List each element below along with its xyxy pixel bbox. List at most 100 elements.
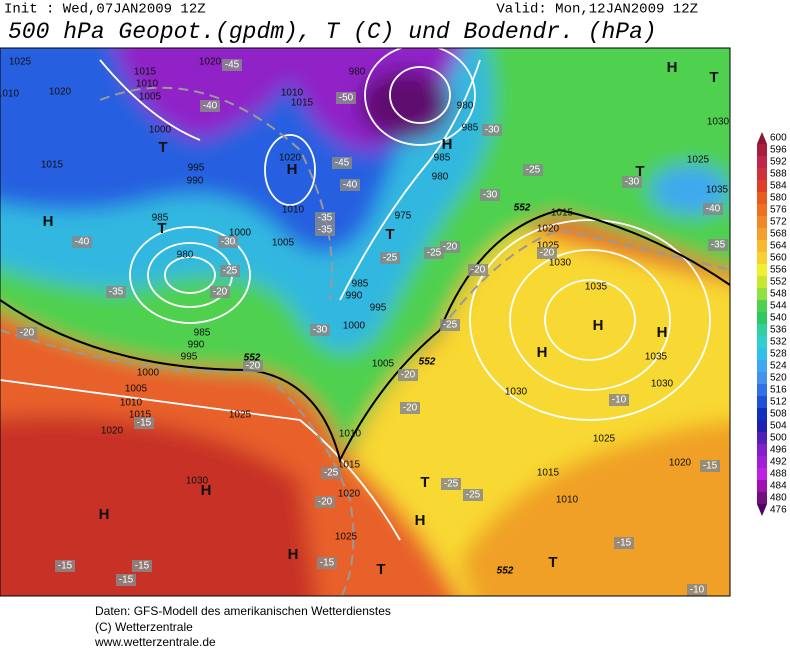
temperature-label: -15 — [135, 561, 150, 572]
temperature-label-box — [317, 557, 337, 569]
isobar-label: 1020 — [669, 458, 692, 469]
temperature-label-box — [315, 224, 335, 236]
isobar-label: 1020 — [101, 426, 124, 437]
isobar-label: 1025 — [9, 57, 32, 68]
isobar-label: 980 — [457, 101, 474, 112]
geopotential-field — [0, 48, 730, 596]
contour-label: 552 — [244, 353, 261, 364]
temperature-label-box — [424, 247, 444, 259]
colorbar-swatch — [757, 468, 767, 480]
colorbar-swatch — [757, 396, 767, 408]
temperature-label-box — [400, 402, 420, 414]
colorbar-swatch — [757, 264, 767, 276]
isobar-label: 990 — [346, 291, 363, 302]
isobar-label: 995 — [181, 352, 198, 363]
temperature-label: -40 — [706, 204, 721, 215]
temperature-label: -25 — [444, 479, 459, 490]
isobar-label: 1025 — [537, 241, 560, 252]
colorbar-swatch — [757, 276, 767, 288]
colorbar-label: 524 — [770, 361, 787, 372]
colorbar-swatch — [757, 336, 767, 348]
colorbar-label: 596 — [770, 145, 787, 156]
pressure-center: H — [537, 344, 548, 361]
temperature-label: -25 — [383, 253, 398, 264]
pressure-center: T — [385, 226, 394, 243]
pressure-center: H — [657, 324, 668, 341]
temperature-label: -35 — [318, 213, 333, 224]
map-frame — [0, 47, 731, 597]
colorbar-label: 580 — [770, 193, 787, 204]
colorbar-label: 560 — [770, 253, 787, 264]
temperature-label: -50 — [339, 93, 354, 104]
colorbar-swatch — [757, 240, 767, 252]
isobar-label: 1020 — [49, 87, 72, 98]
pressure-center: T — [157, 220, 166, 237]
isobar-label: 995 — [370, 303, 387, 314]
pressure-center: T — [709, 69, 718, 86]
footer-line: www.wetterzentrale.de — [94, 635, 216, 648]
colorbar-swatch — [757, 228, 767, 240]
isobar-label: 985 — [462, 123, 479, 134]
isobar-label: 1030 — [505, 387, 528, 398]
temperature-label: -35 — [318, 225, 333, 236]
isobar-label: 980 — [349, 67, 366, 78]
temperature-label: -20 — [213, 287, 228, 298]
temperature-label-box — [380, 252, 400, 264]
colorbar-label: 592 — [770, 157, 787, 168]
colorbar-swatch — [757, 192, 767, 204]
isobar-label: 995 — [188, 163, 205, 174]
colorbar-swatch — [757, 384, 767, 396]
temperature-label: -35 — [711, 240, 726, 251]
pressure-center: H — [201, 482, 212, 499]
temperature-label-box — [210, 286, 230, 298]
temperature-label: -30 — [625, 177, 640, 188]
colorbar-label: 500 — [770, 433, 787, 444]
init-time: Init : Wed,07JAN2009 12Z — [4, 2, 206, 18]
colorbar-label: 528 — [770, 349, 787, 360]
contour-label: 552 — [497, 566, 514, 577]
temperature-label: -30 — [483, 190, 498, 201]
colorbar-label: 568 — [770, 229, 787, 240]
isobar-label: 1020 — [537, 224, 560, 235]
colorbar-label: 576 — [770, 205, 787, 216]
temperature-label-box — [336, 92, 356, 104]
temperature-label-box — [482, 124, 502, 136]
isobar-label: 980 — [432, 172, 449, 183]
colorbar-label: 496 — [770, 445, 787, 456]
temperature-label-box — [315, 496, 335, 508]
colorbar-label: 504 — [770, 421, 787, 432]
colorbar-swatch — [757, 300, 767, 312]
temperature-label: -30 — [313, 325, 328, 336]
isobar-label: 1015 — [291, 98, 314, 109]
pressure-center: H — [415, 512, 426, 529]
isobar-label: 980 — [177, 250, 194, 261]
temperature-label-box — [700, 460, 720, 472]
colorbar-label: 508 — [770, 409, 787, 420]
pressure-center: H — [99, 506, 110, 523]
pressure-center: T — [548, 554, 557, 571]
isobar-label: 1000 — [149, 125, 172, 136]
temperature-label-box — [614, 537, 634, 549]
temperature-label-box — [315, 212, 335, 224]
temperature-label: -15 — [617, 538, 632, 549]
colorbar-label: 492 — [770, 457, 787, 468]
isobar-label: 1015 — [537, 468, 560, 479]
isobar-label: 1005 — [372, 359, 395, 370]
valid-time: Valid: Mon,12JAN2009 12Z — [496, 2, 698, 18]
colorbar-label: 556 — [770, 265, 787, 276]
temperature-label-box — [222, 59, 242, 71]
colorbar-swatch — [757, 408, 767, 420]
colorbar-label: 552 — [770, 277, 787, 288]
isobar-label: 1020 — [279, 153, 302, 164]
colorbar-swatch — [757, 312, 767, 324]
temperature-label-box — [200, 100, 220, 112]
isobar-label: 1010 — [136, 79, 159, 90]
pressure-center: H — [442, 136, 453, 153]
colorbar-swatch — [757, 144, 767, 156]
temperature-label-box — [321, 467, 341, 479]
temperature-label: -20 — [318, 497, 333, 508]
temperature-label-box — [218, 236, 238, 248]
isobar-label: 1010 — [120, 398, 143, 409]
colorbar-label: 600 — [770, 133, 787, 144]
